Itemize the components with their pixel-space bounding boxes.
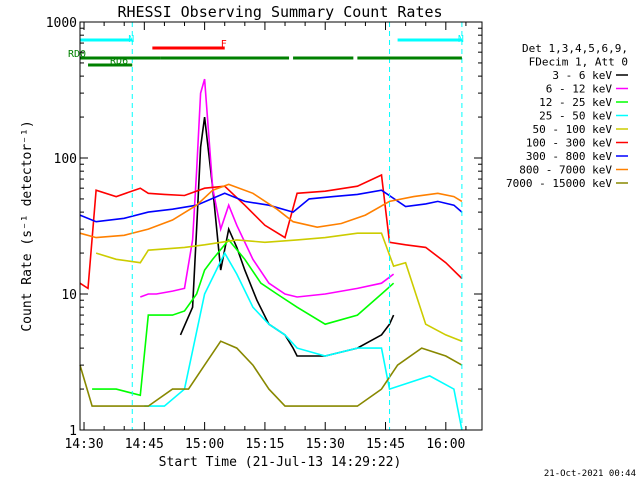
legend-label-4: 50 - 100 keV (533, 123, 613, 136)
series-line-6 (79, 189, 463, 223)
series-line-5 (79, 173, 463, 290)
annotation-label-3: RD0 (68, 49, 86, 60)
legend-label-1: 6 - 12 keV (546, 83, 613, 96)
series-8 (79, 340, 463, 407)
series-layer (79, 78, 463, 431)
legend-title-1: FDecim 1, Att 0 (529, 56, 628, 69)
x-tick-label-0: 14:30 (64, 437, 103, 452)
annotation-label-2: F (221, 39, 227, 50)
legend-label-2: 12 - 25 keV (539, 96, 612, 109)
series-2 (92, 238, 395, 397)
chart-title: RHESSI Observing Summary Count Rates (117, 3, 442, 21)
axis-layer: 14:30 14:45 15:00 15:15 15:30 15:45 16:00 1 10 10… (46, 16, 482, 452)
series-line-4 (95, 232, 463, 342)
series-5 (79, 173, 463, 290)
legend-label-3: 25 - 50 keV (539, 110, 612, 123)
legend-label-8: 7000 - 15000 keV (506, 177, 612, 190)
legend-label-7: 800 - 7000 keV (519, 164, 612, 177)
annotation-label-0: N (128, 34, 134, 45)
series-1 (140, 78, 395, 298)
legend-label-0: 3 - 6 keV (552, 69, 612, 82)
series-3 (144, 251, 463, 431)
plot-frame (79, 21, 483, 431)
y-axis-label: Count Rate (s⁻¹ detector⁻¹) (20, 120, 35, 331)
y-tick-label-3: 1000 (46, 16, 77, 31)
series-4 (95, 232, 463, 342)
y-tick-label-1: 10 (61, 288, 77, 303)
annotation-label-1: N (458, 34, 464, 45)
y-tick-label-2: 100 (54, 152, 77, 167)
legend-title-0: Det 1,3,4,5,6,9, (522, 42, 628, 55)
series-line-7 (79, 183, 463, 239)
footer-timestamp: 21-Oct-2021 00:44 (544, 469, 636, 479)
x-tick-label-2: 15:00 (185, 437, 224, 452)
y-tick-label-0: 1 (69, 424, 77, 439)
series-7 (79, 183, 463, 239)
annotation-label-4: RD6 (110, 56, 128, 67)
series-line-1 (140, 78, 395, 298)
legend-label-5: 100 - 300 keV (526, 137, 612, 150)
legend-label-6: 300 - 800 keV (526, 150, 612, 163)
series-line-8 (79, 340, 463, 407)
series-line-3 (144, 251, 463, 431)
annotation-layer: N N F RD0 RD6 (68, 22, 464, 430)
x-tick-label-1: 14:45 (125, 437, 164, 452)
series-6 (79, 189, 463, 223)
series-line-2 (92, 238, 395, 397)
x-tick-label-4: 15:30 (306, 437, 345, 452)
x-axis-label: Start Time (21-Jul-13 14:29:22) (159, 455, 402, 470)
legend: Det 1,3,4,5,6,9,FDecim 1, Att 03 - 6 keV… (506, 42, 628, 190)
x-tick-label-3: 15:15 (245, 437, 284, 452)
x-tick-label-6: 16:00 (426, 437, 465, 452)
x-tick-label-5: 15:45 (366, 437, 405, 452)
